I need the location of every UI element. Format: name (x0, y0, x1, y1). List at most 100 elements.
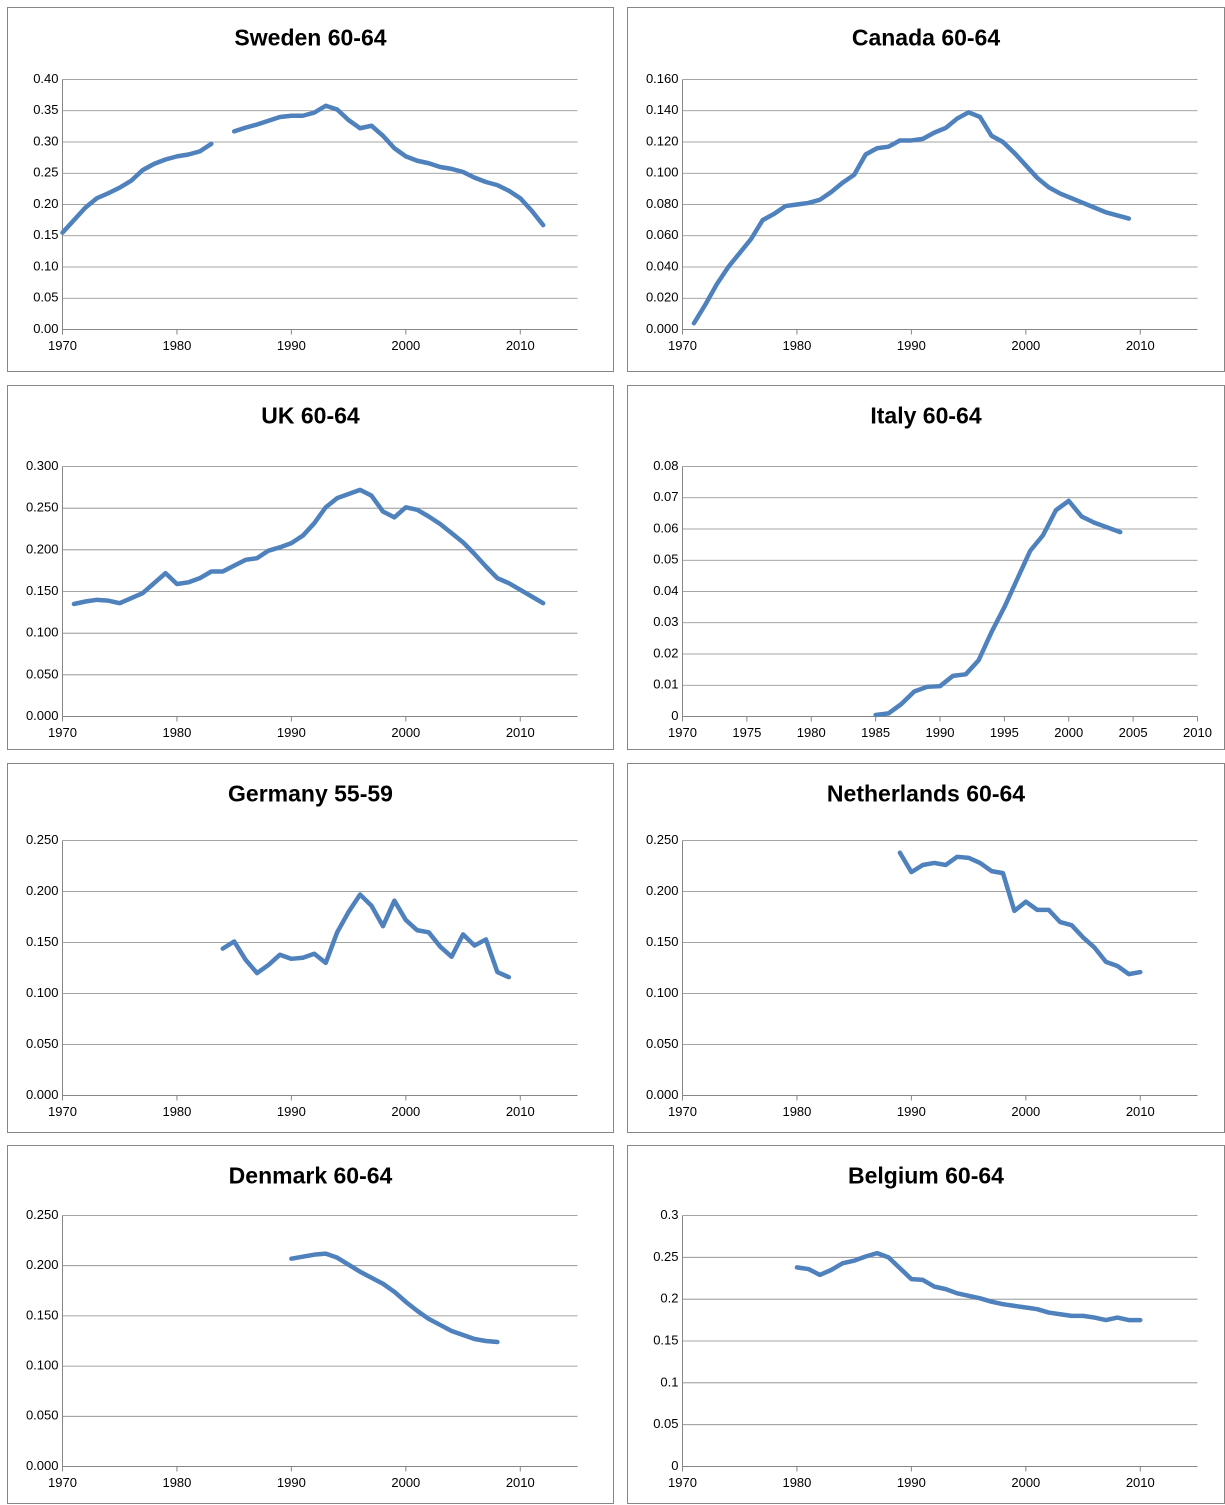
y-tick-label: 0.200 (646, 883, 679, 898)
y-tick-label: 0.300 (26, 458, 59, 473)
panel (627, 1145, 1225, 1504)
chart-title: Germany 55-59 (228, 781, 393, 807)
data-line (289, 1251, 500, 1345)
y-tick-label: 0.050 (26, 1408, 59, 1423)
x-tick-label: 2005 (1119, 725, 1148, 740)
y-tick-label: 0.15 (653, 1332, 678, 1347)
y-tick-label: 0.00 (33, 321, 58, 336)
y-tick-label: 0.000 (26, 1458, 59, 1473)
x-tick-label: 2000 (391, 338, 420, 353)
y-tick-label: 0.000 (26, 1087, 59, 1102)
y-tick-label: 0.3 (660, 1207, 678, 1222)
y-tick-label: 0.100 (26, 985, 59, 1000)
x-tick-label: 1980 (782, 1104, 811, 1119)
x-tick-label: 1970 (48, 1104, 77, 1119)
x-tick-label: 2010 (506, 338, 535, 353)
x-tick-label: 1990 (897, 338, 926, 353)
x-tick-label: 1980 (782, 338, 811, 353)
y-tick-label: 0.020 (646, 290, 679, 305)
x-tick-label: 2000 (391, 1475, 420, 1490)
y-tick-label: 0.06 (653, 520, 678, 535)
data-line (71, 487, 546, 607)
data-line (691, 110, 1132, 326)
x-tick-label: 1990 (277, 1104, 306, 1119)
chart-title: Italy 60-64 (870, 403, 981, 429)
data-line (873, 498, 1123, 718)
x-tick-label: 2000 (391, 725, 420, 740)
panel (627, 385, 1225, 750)
y-tick-label: 0.100 (26, 1358, 59, 1373)
y-tick-label: 0.150 (646, 934, 679, 949)
y-tick-label: 0.35 (33, 102, 58, 117)
y-tick-label: 0.100 (26, 625, 59, 640)
y-tick-label: 0.100 (646, 985, 679, 1000)
data-line (897, 850, 1143, 977)
y-tick-label: 0.200 (26, 1257, 59, 1272)
x-tick-label: 2000 (391, 1104, 420, 1119)
y-tick-label: 0.03 (653, 614, 678, 629)
y-tick-label: 0.20 (33, 196, 58, 211)
y-tick-label: 0.140 (646, 102, 679, 117)
panel (7, 385, 614, 750)
y-tick-label: 0.10 (33, 258, 58, 273)
y-tick-label: 0.250 (26, 1207, 59, 1222)
panel (627, 7, 1225, 372)
x-tick-label: 1980 (782, 1475, 811, 1490)
y-tick-label: 0.150 (26, 583, 59, 598)
x-tick-label: 2000 (1011, 1104, 1040, 1119)
x-tick-label: 1990 (897, 1475, 926, 1490)
y-tick-label: 0.060 (646, 227, 679, 242)
x-tick-label: 1970 (668, 338, 697, 353)
y-tick-label: 0.000 (646, 321, 679, 336)
y-tick-label: 0.200 (26, 541, 59, 556)
y-tick-label: 0.01 (653, 677, 678, 692)
x-tick-label: 2010 (506, 725, 535, 740)
x-tick-label: 1970 (48, 1475, 77, 1490)
x-tick-label: 1970 (48, 338, 77, 353)
data-line (220, 892, 512, 980)
y-tick-label: 0.1 (660, 1374, 678, 1389)
y-tick-label: 0.050 (646, 1036, 679, 1051)
panel (7, 763, 614, 1133)
data-line (60, 103, 546, 235)
chart-title: Denmark 60-64 (229, 1163, 393, 1189)
x-tick-label: 2010 (1183, 725, 1212, 740)
x-tick-label: 1990 (277, 1475, 306, 1490)
panel (7, 1145, 614, 1504)
x-tick-label: 1970 (668, 1475, 697, 1490)
y-tick-label: 0.30 (33, 133, 58, 148)
y-tick-label: 0.050 (26, 1036, 59, 1051)
y-tick-label: 0.02 (653, 645, 678, 660)
x-tick-label: 1990 (926, 725, 955, 740)
y-tick-label: 0.250 (646, 832, 679, 847)
y-tick-label: 0.40 (33, 71, 58, 86)
y-tick-label: 0.150 (26, 1307, 59, 1322)
y-tick-label: 0.000 (26, 708, 59, 723)
x-tick-label: 1990 (277, 338, 306, 353)
x-tick-label: 2000 (1011, 338, 1040, 353)
y-tick-label: 0 (671, 708, 678, 723)
x-tick-label: 1970 (668, 725, 697, 740)
x-tick-label: 1980 (162, 1475, 191, 1490)
x-tick-label: 1980 (162, 1104, 191, 1119)
chart-title: Sweden 60-64 (234, 25, 386, 51)
x-tick-label: 2000 (1054, 725, 1083, 740)
y-tick-label: 0.25 (653, 1249, 678, 1264)
chart-title: Belgium 60-64 (848, 1163, 1004, 1189)
y-tick-label: 0.25 (33, 165, 58, 180)
y-tick-label: 0.07 (653, 489, 678, 504)
y-tick-label: 0.150 (26, 934, 59, 949)
y-tick-label: 0.050 (26, 666, 59, 681)
y-tick-label: 0.05 (653, 552, 678, 567)
y-tick-label: 0.08 (653, 458, 678, 473)
x-tick-label: 2010 (506, 1104, 535, 1119)
x-tick-label: 2010 (1126, 1475, 1155, 1490)
x-tick-label: 1975 (732, 725, 761, 740)
y-tick-label: 0.100 (646, 165, 679, 180)
y-tick-label: 0.05 (653, 1416, 678, 1431)
x-tick-label: 1980 (797, 725, 826, 740)
x-tick-label: 2000 (1011, 1475, 1040, 1490)
x-tick-label: 2010 (1126, 338, 1155, 353)
data-line (794, 1250, 1143, 1323)
